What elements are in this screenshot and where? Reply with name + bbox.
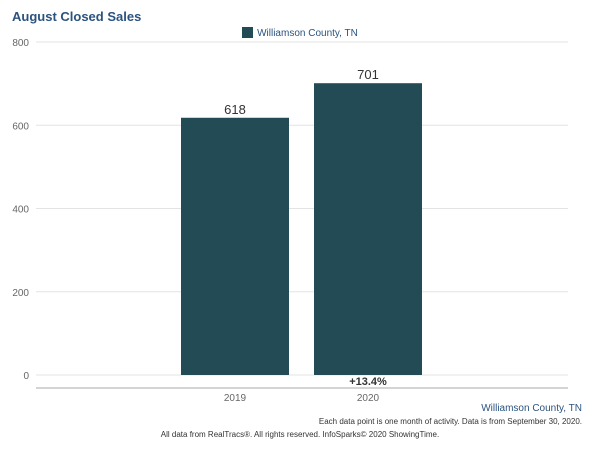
data-labels: 618 701 — [224, 67, 379, 117]
y-axis-ticks: 0 200 400 600 800 — [12, 38, 29, 382]
y-tick-label: 400 — [12, 205, 29, 216]
legend-swatch — [242, 27, 254, 38]
y-tick-label: 800 — [12, 38, 29, 49]
grid-lines — [36, 41, 568, 376]
legend-label: Williamson County, TN — [257, 28, 358, 39]
x-tick-label-2020: 2020 — [357, 393, 380, 404]
y-tick-label: 200 — [12, 288, 29, 299]
x-axis-ticks: 2019 2020 — [224, 393, 380, 404]
data-label-2019: 618 — [224, 102, 246, 117]
legend: Williamson County, TN — [0, 27, 600, 39]
chart-title: August Closed Sales — [12, 9, 142, 24]
source-label: Williamson County, TN — [481, 403, 582, 414]
bar-2019 — [181, 117, 289, 375]
percent-change-label: +13.4% — [349, 376, 387, 388]
footer-credit: All data from RealTracs®. All rights res… — [160, 430, 440, 439]
bar-2020 — [314, 83, 422, 376]
data-label-2020: 701 — [357, 67, 379, 82]
y-tick-label: 600 — [12, 121, 29, 132]
data-note: Each data point is one month of activity… — [318, 417, 582, 426]
x-tick-label-2019: 2019 — [224, 393, 247, 404]
y-tick-label: 0 — [23, 371, 29, 382]
bars — [181, 83, 422, 376]
